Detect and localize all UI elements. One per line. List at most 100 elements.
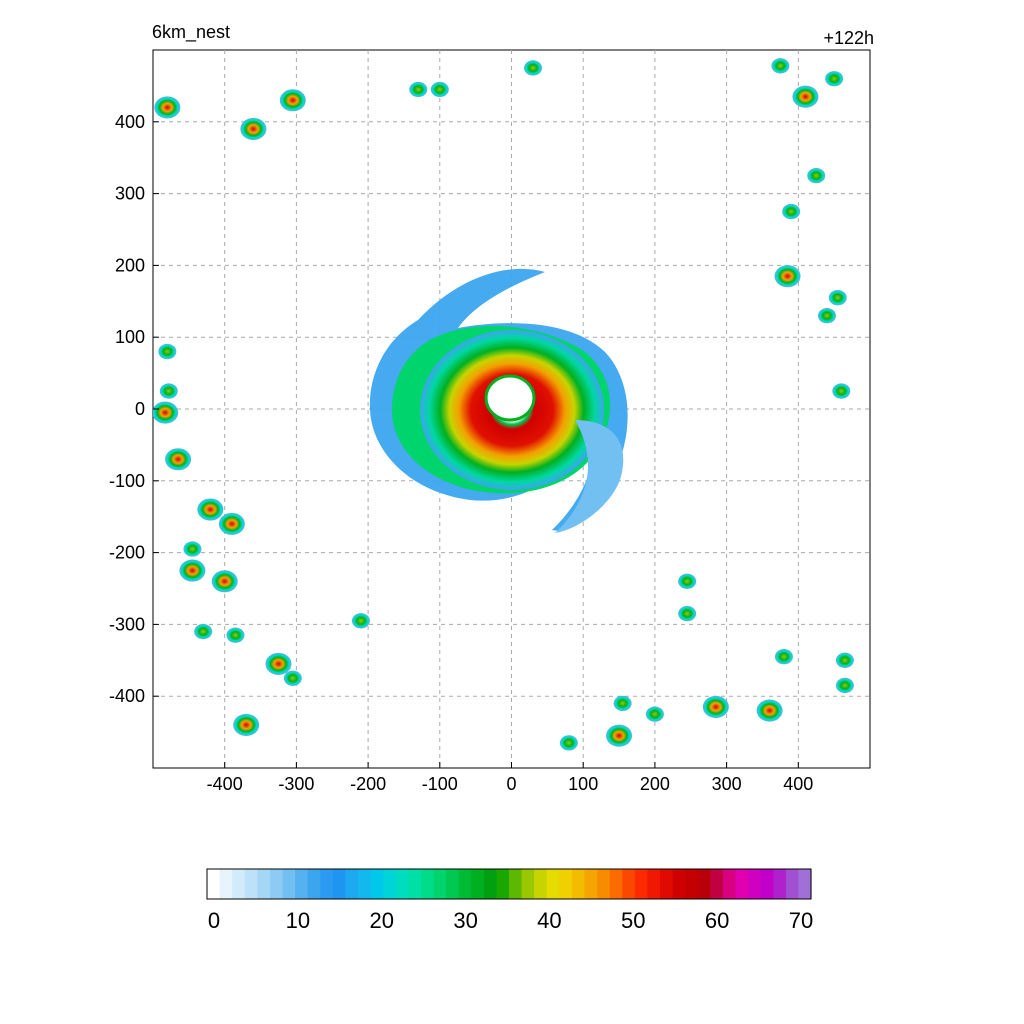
x-axis-ticks: -400 -300 -200 -100 0 100 200 300 400	[207, 762, 813, 794]
convective-cell	[153, 401, 179, 424]
colorbar-swatch	[785, 869, 800, 899]
convective-cell	[194, 623, 213, 640]
convective-cell	[782, 203, 801, 220]
convective-cell	[430, 81, 449, 98]
colorbar-swatch	[622, 869, 636, 899]
colorbar-swatch	[320, 869, 334, 899]
convective-cell	[807, 168, 826, 184]
colorbar-swatch	[559, 869, 573, 899]
colorbar-tick-label: 60	[705, 908, 729, 933]
colorbar-swatch	[395, 869, 409, 899]
x-tick-label: -400	[207, 774, 243, 794]
colorbar-swatch	[634, 869, 649, 899]
convective-cell	[283, 670, 302, 686]
colorbar-swatch	[584, 869, 598, 899]
colorbar-swatch	[257, 869, 271, 899]
colorbar-swatch	[332, 869, 347, 899]
colorbar-swatch	[597, 869, 611, 899]
convective-cell	[832, 383, 851, 399]
colorbar-swatch	[244, 869, 258, 899]
y-tick-label: -100	[109, 471, 145, 491]
convective-cell	[817, 308, 836, 324]
convective-cell	[678, 573, 697, 589]
x-tick-label: 300	[712, 774, 742, 794]
colorbar-swatch	[710, 869, 724, 899]
colorbar-swatch	[458, 869, 472, 899]
colorbar-swatch	[207, 869, 221, 899]
colorbar-swatch	[408, 869, 422, 899]
plot-title-left: 6km_nest	[152, 22, 231, 42]
colorbar-swatch	[509, 869, 523, 899]
colorbar	[206, 868, 812, 900]
colorbar-swatch	[798, 869, 812, 899]
colorbar-tick-label: 0	[208, 908, 220, 933]
convective-cell	[702, 695, 729, 719]
convective-cell	[233, 713, 260, 736]
y-tick-label: -200	[109, 543, 145, 563]
eye-wall	[484, 374, 536, 422]
colorbar-swatch	[446, 869, 460, 899]
colorbar-tick-label: 10	[286, 908, 310, 933]
convective-cell	[183, 541, 202, 557]
colorbar-swatch	[760, 869, 774, 899]
colorbar-tick-labels: 0 10 20 30 40 50 60 70	[208, 908, 813, 933]
colorbar-swatch	[521, 869, 535, 899]
colorbar-tick-label: 30	[453, 908, 477, 933]
colorbar-swatch	[546, 869, 560, 899]
convective-cell	[613, 695, 632, 712]
convective-cell	[159, 383, 178, 399]
colorbar-swatch	[534, 869, 548, 899]
convective-cell	[165, 448, 192, 471]
colorbar-swatch	[660, 869, 674, 899]
convective-cell	[825, 71, 844, 87]
colorbar-swatch	[672, 869, 686, 899]
y-tick-label: 300	[115, 184, 145, 204]
reflectivity-field	[153, 58, 854, 751]
convective-cell	[154, 96, 181, 119]
colorbar-swatch	[219, 869, 233, 899]
colorbar-swatch	[383, 869, 397, 899]
y-tick-label: -300	[109, 614, 145, 634]
colorbar-swatch	[358, 869, 372, 899]
colorbar-swatch	[773, 869, 787, 899]
convective-cell	[559, 735, 578, 751]
convective-cell	[211, 570, 238, 593]
y-tick-label: 200	[115, 255, 145, 275]
x-tick-label: -200	[350, 774, 386, 794]
colorbar-tick-label: 70	[789, 908, 813, 933]
colorbar-swatch	[685, 869, 699, 899]
convective-cell	[774, 265, 801, 288]
colorbar-tick-label: 20	[369, 908, 393, 933]
y-tick-label: -400	[109, 686, 145, 706]
convective-cell	[771, 58, 790, 74]
convective-cell	[792, 85, 819, 108]
convective-cell	[179, 559, 206, 582]
colorbar-swatch	[295, 869, 309, 899]
colorbar-swatch	[471, 869, 485, 899]
colorbar-swatch	[647, 869, 661, 899]
colorbar-swatch	[748, 869, 762, 899]
convective-cell	[240, 117, 267, 141]
colorbar-swatch	[370, 869, 384, 899]
colorbar-swatch	[433, 869, 447, 899]
x-tick-label: 100	[568, 774, 598, 794]
colorbar-swatch	[269, 869, 284, 899]
convective-cell	[265, 652, 292, 675]
convective-cell	[774, 649, 793, 665]
colorbar-tick-label: 40	[537, 908, 561, 933]
trailing-band-se	[555, 420, 624, 533]
colorbar-swatch	[282, 869, 296, 899]
convective-cell	[226, 627, 245, 643]
colorbar-swatch	[697, 869, 711, 899]
colorbar-swatch	[722, 869, 737, 899]
y-tick-label: 400	[115, 112, 145, 132]
convective-cell	[197, 498, 224, 521]
colorbar-swatch	[420, 869, 435, 899]
convective-cell	[828, 290, 847, 306]
colorbar-swatch	[571, 869, 586, 899]
colorbar-swatch	[307, 869, 321, 899]
colorbar-swatch	[496, 869, 510, 899]
y-tick-label: 0	[135, 399, 145, 419]
convective-cell	[835, 652, 854, 668]
